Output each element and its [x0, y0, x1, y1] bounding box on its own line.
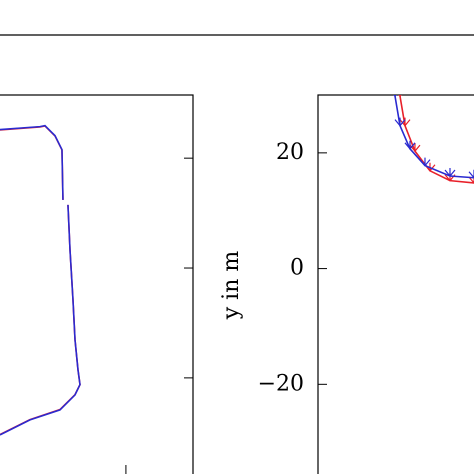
- y-tick-label: 20: [276, 140, 304, 165]
- arrow-marker: [419, 157, 431, 167]
- trajectory: [0, 125, 81, 436]
- arrow-marker: [468, 169, 474, 179]
- right-frame: [317, 94, 474, 474]
- arrow-marker: [393, 95, 397, 98]
- y-axis-label: y in m: [219, 251, 244, 321]
- arrow-marker: [404, 140, 416, 150]
- arrow-marker: [468, 174, 474, 184]
- arrow-marker: [398, 95, 402, 98]
- trajectory: [394, 96, 474, 179]
- y-tick-label: 0: [290, 256, 304, 281]
- arrow-marker: [444, 168, 456, 177]
- arrow-marker: [399, 117, 411, 127]
- left-frame: [0, 94, 194, 474]
- arrow-marker: [394, 117, 406, 127]
- plot-area: [0, 124, 81, 436]
- y-tick-label: −20: [258, 371, 304, 396]
- plot-area: [393, 95, 474, 184]
- trajectory: [0, 124, 81, 436]
